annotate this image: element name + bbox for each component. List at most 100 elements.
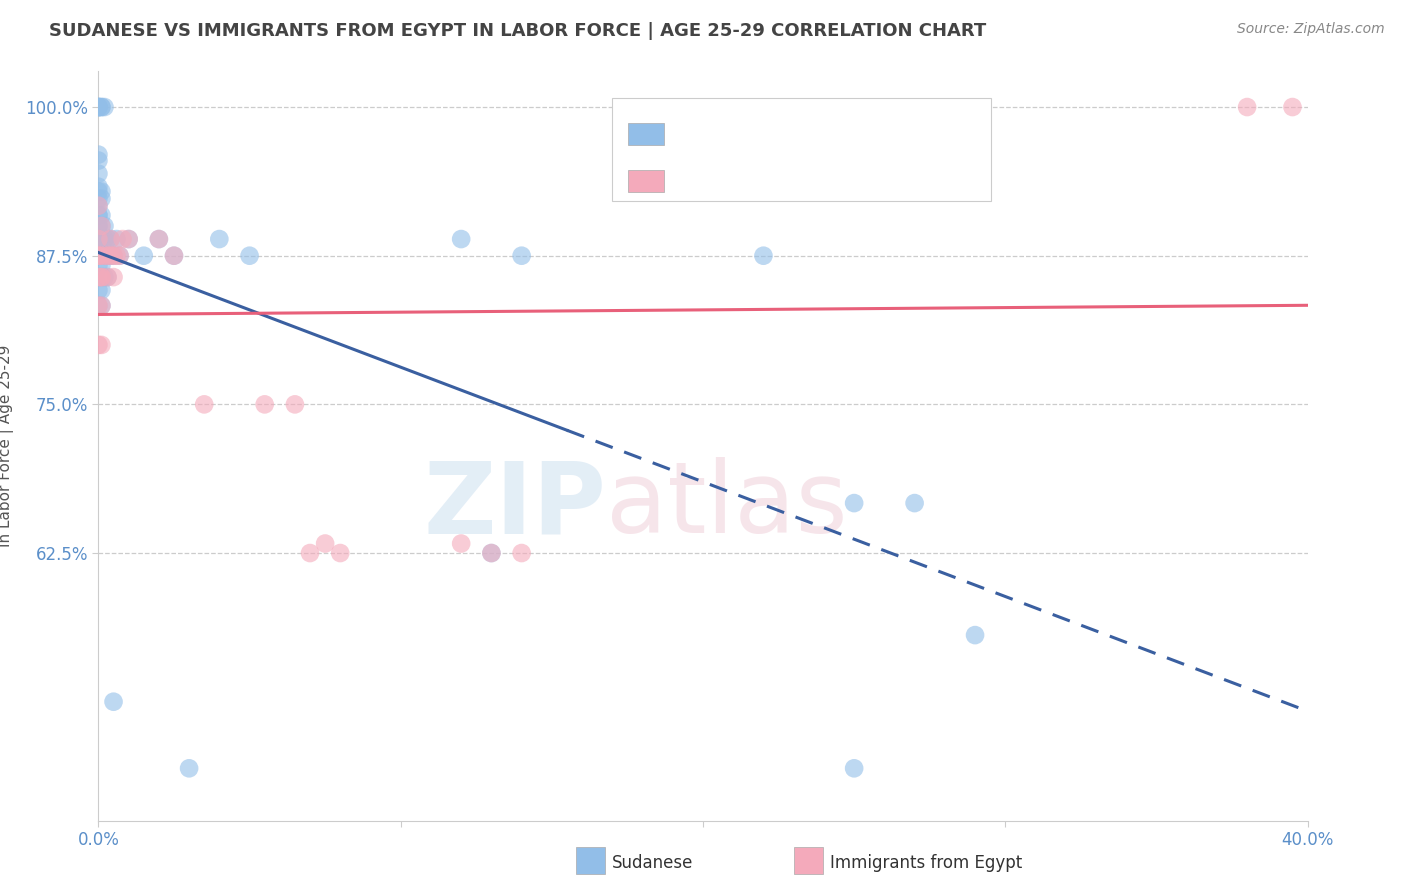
Point [90,338,112,352]
Point [96,232,118,246]
Point [844,761,866,775]
Point [93,219,115,233]
Point [87,232,110,246]
Point [132,249,155,263]
Point [87,270,110,285]
Point [253,397,276,411]
Point [87,185,110,199]
Point [965,628,987,642]
Point [87,232,110,246]
Point [90,185,112,199]
Point [87,219,110,233]
Point [179,827,201,841]
Point [510,249,533,263]
Point [450,536,472,550]
Point [90,249,112,263]
Point [87,249,110,263]
Point [100,249,122,263]
Point [481,546,503,560]
Point [96,249,118,263]
Text: R = -0.077    N = 66: R = -0.077 N = 66 [675,127,842,145]
Point [87,299,110,313]
Point [87,338,110,352]
Point [179,761,201,775]
Point [844,496,866,510]
Point [90,192,112,206]
Point [193,397,215,411]
Point [1236,100,1258,114]
Point [103,270,125,285]
Point [108,249,131,263]
Point [1281,100,1303,114]
Point [118,232,141,246]
Point [208,232,231,246]
Point [96,270,118,285]
Point [87,258,110,272]
Point [87,100,110,114]
Text: Source: ZipAtlas.com: Source: ZipAtlas.com [1237,22,1385,37]
Point [118,232,141,246]
Point [93,232,115,246]
Point [87,249,110,263]
Point [87,299,110,313]
Point [87,232,110,246]
Point [239,249,262,263]
Point [100,232,122,246]
Point [148,232,170,246]
Point [314,536,336,550]
Point [103,695,125,709]
Point [163,249,186,263]
Point [87,147,110,161]
Point [87,249,110,263]
Point [90,219,112,233]
Point [87,100,110,114]
Text: atlas: atlas [606,458,848,555]
Point [481,546,503,560]
Point [103,249,125,263]
Point [90,299,112,313]
Point [87,179,110,194]
Point [100,232,122,246]
Point [87,192,110,206]
Text: Sudanese: Sudanese [612,854,693,871]
Text: R =  0.401    N = 37: R = 0.401 N = 37 [675,173,842,191]
Point [87,283,110,297]
Point [90,270,112,285]
Text: Immigrants from Egypt: Immigrants from Egypt [830,854,1022,871]
Point [87,199,110,213]
Point [87,208,110,222]
Point [904,496,927,510]
Point [752,249,775,263]
Point [105,249,128,263]
Point [90,100,112,114]
Point [87,219,110,233]
Point [284,397,307,411]
Point [93,249,115,263]
Point [93,100,115,114]
Text: ZIP: ZIP [423,458,606,555]
Point [90,219,112,233]
Point [100,249,122,263]
Point [510,546,533,560]
Point [90,208,112,222]
Point [163,249,186,263]
Point [90,283,112,297]
Point [329,546,352,560]
Point [90,270,112,285]
Y-axis label: In Labor Force | Age 25-29: In Labor Force | Age 25-29 [0,345,14,547]
Point [103,249,125,263]
Point [90,100,112,114]
Point [93,270,115,285]
Point [87,199,110,213]
Point [96,249,118,263]
Point [90,299,112,313]
Point [90,249,112,263]
Point [87,153,110,168]
Point [87,100,110,114]
Text: SUDANESE VS IMMIGRANTS FROM EGYPT IN LABOR FORCE | AGE 25-29 CORRELATION CHART: SUDANESE VS IMMIGRANTS FROM EGYPT IN LAB… [49,22,987,40]
Point [87,249,110,263]
Point [90,258,112,272]
Point [87,270,110,285]
Point [111,232,134,246]
Point [148,232,170,246]
